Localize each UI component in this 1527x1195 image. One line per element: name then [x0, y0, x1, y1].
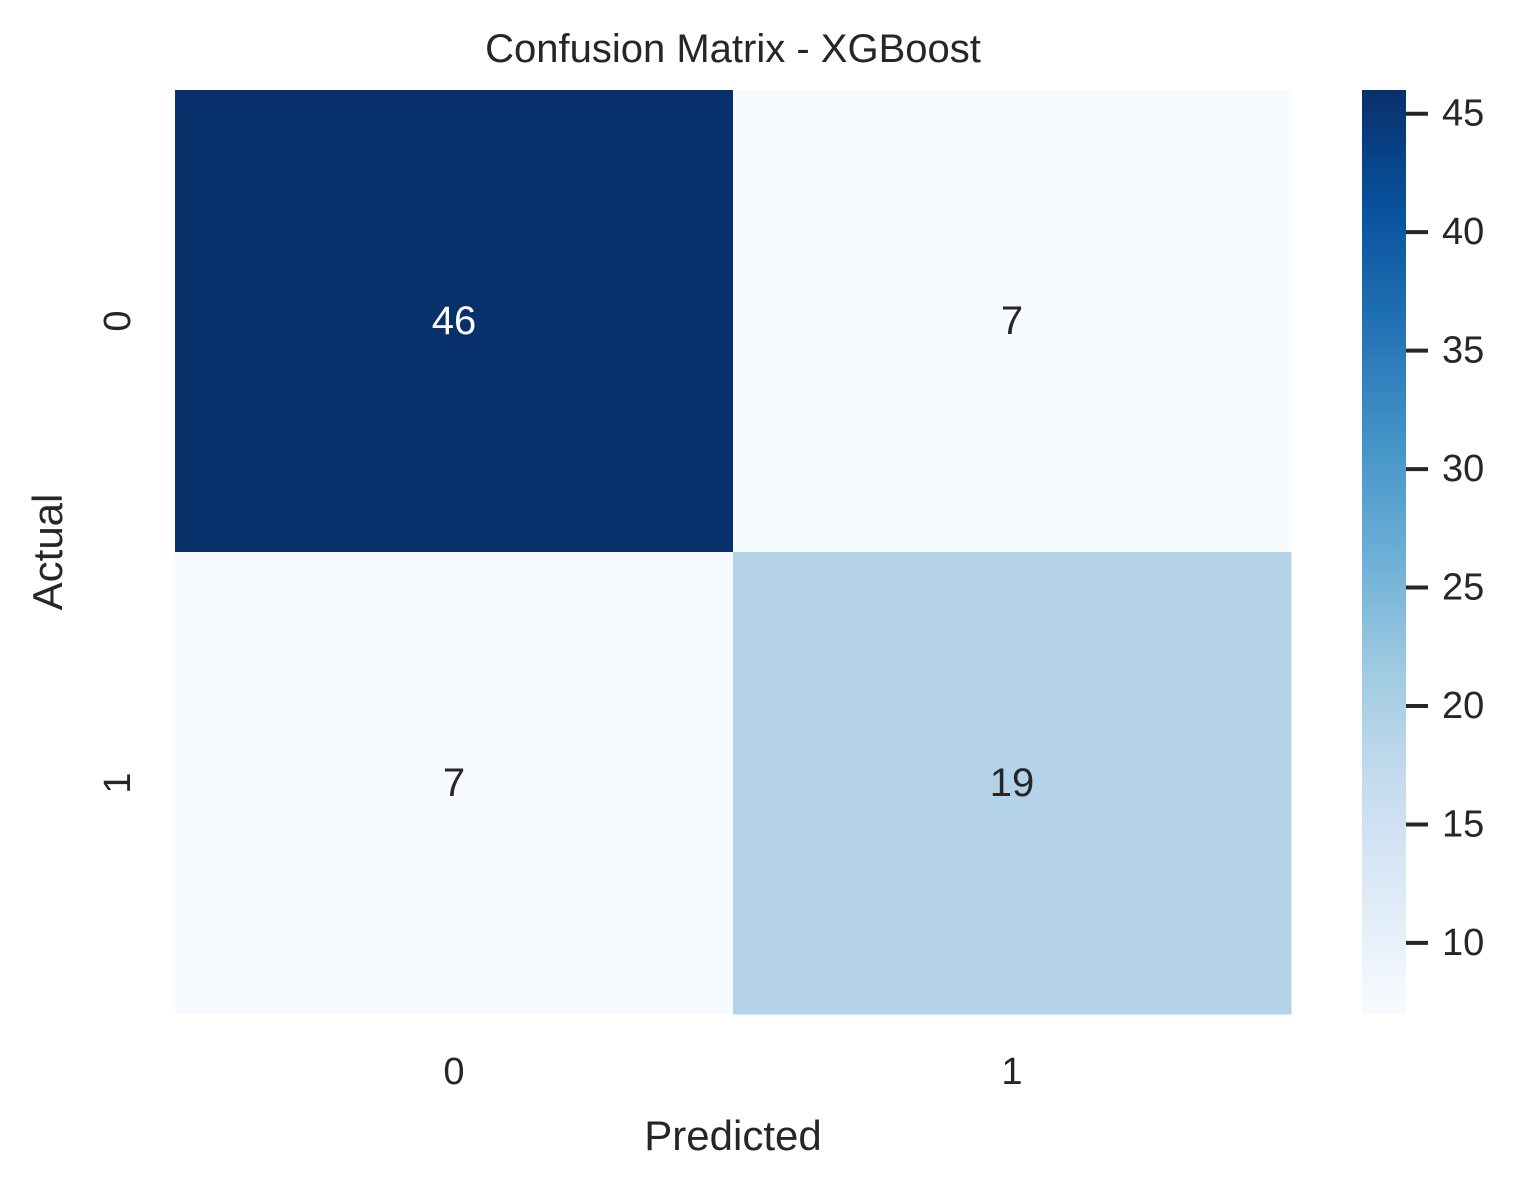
- heatmap-cell-0-1: [733, 90, 1292, 553]
- colorbar-tick-label-4: 30: [1442, 448, 1484, 490]
- colorbar-tick-label-7: 45: [1442, 93, 1484, 135]
- colorbar-ticks: 10 15 20 25 30 35 40 45: [1406, 93, 1484, 964]
- cell-value-0-0: 46: [432, 299, 477, 343]
- heatmap-cell-1-1: [733, 552, 1292, 1015]
- heatmap-cell-1-0: [175, 552, 734, 1015]
- y-tick-label-1: 1: [97, 772, 139, 793]
- colorbar-tick-label-1: 15: [1442, 803, 1484, 845]
- colorbar: [1362, 90, 1406, 1014]
- heatmap-cell-0-0: [175, 90, 734, 553]
- colorbar-tick-label-5: 35: [1442, 330, 1484, 372]
- cell-annotations: 46 7 7 19: [432, 299, 1035, 805]
- x-tick-label-0: 0: [443, 1051, 464, 1093]
- x-tick-label-1: 1: [1001, 1051, 1022, 1093]
- colorbar-tick-label-0: 10: [1442, 922, 1484, 964]
- cell-value-1-0: 7: [443, 761, 465, 805]
- colorbar-tick-label-2: 20: [1442, 685, 1484, 727]
- x-axis-label: Predicted: [644, 1112, 821, 1159]
- y-axis-label: Actual: [24, 494, 71, 611]
- cell-value-0-1: 7: [1001, 299, 1023, 343]
- chart-title: Confusion Matrix - XGBoost: [485, 27, 981, 71]
- colorbar-tick-label-6: 40: [1442, 211, 1484, 253]
- heatmap-cells: [175, 90, 1292, 1015]
- y-tick-label-0: 0: [97, 310, 139, 331]
- y-tick-labels: 01: [97, 310, 139, 793]
- colorbar-tick-label-3: 25: [1442, 567, 1484, 609]
- cell-value-1-1: 19: [990, 761, 1035, 805]
